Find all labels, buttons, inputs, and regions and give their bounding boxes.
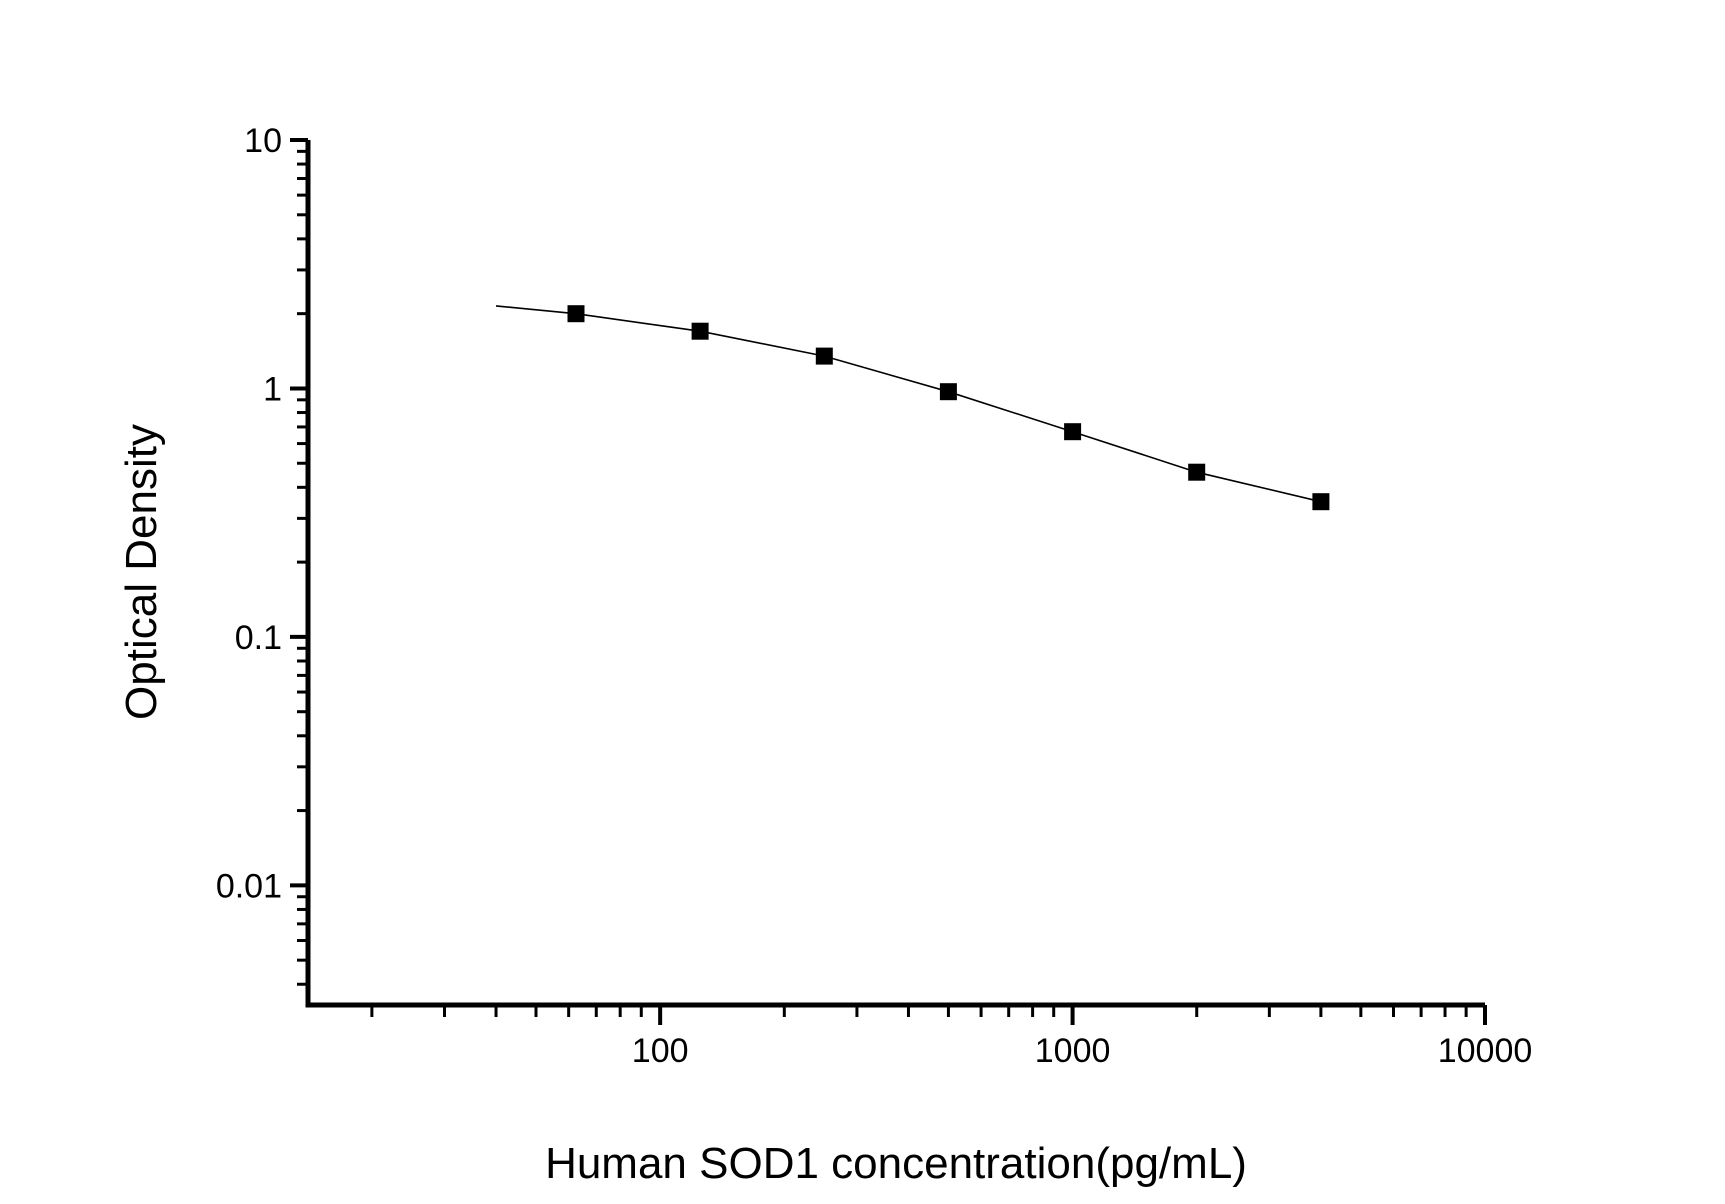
x-tick-label: 10000 (1438, 1032, 1533, 1070)
data-point-marker (1188, 463, 1206, 481)
data-point-marker (567, 305, 585, 323)
data-point-marker (691, 322, 709, 340)
y-tick-label: 0.01 (216, 867, 282, 905)
y-tick-label: 1 (263, 370, 282, 408)
data-point-marker (1064, 423, 1082, 441)
data-series (495, 305, 1330, 511)
axis-tick-labels: 100 1000 10000 10 1 0.1 0.01 (216, 122, 1532, 1070)
x-tick-label: 1000 (1035, 1032, 1111, 1070)
y-axis-title: Optical Density (117, 424, 166, 720)
data-point-marker (939, 383, 957, 401)
x-tick-label: 100 (632, 1032, 689, 1070)
curve-line (495, 305, 1322, 503)
axis-lines (305, 140, 1485, 1008)
y-tick-label: 10 (244, 122, 282, 160)
axis-ticks (290, 138, 1487, 1025)
data-point-marker (1312, 493, 1330, 511)
data-point-marker (815, 347, 833, 365)
y-tick-label: 0.1 (235, 619, 282, 657)
x-axis-title: Human SOD1 concentration(pg/mL) (545, 1139, 1247, 1188)
